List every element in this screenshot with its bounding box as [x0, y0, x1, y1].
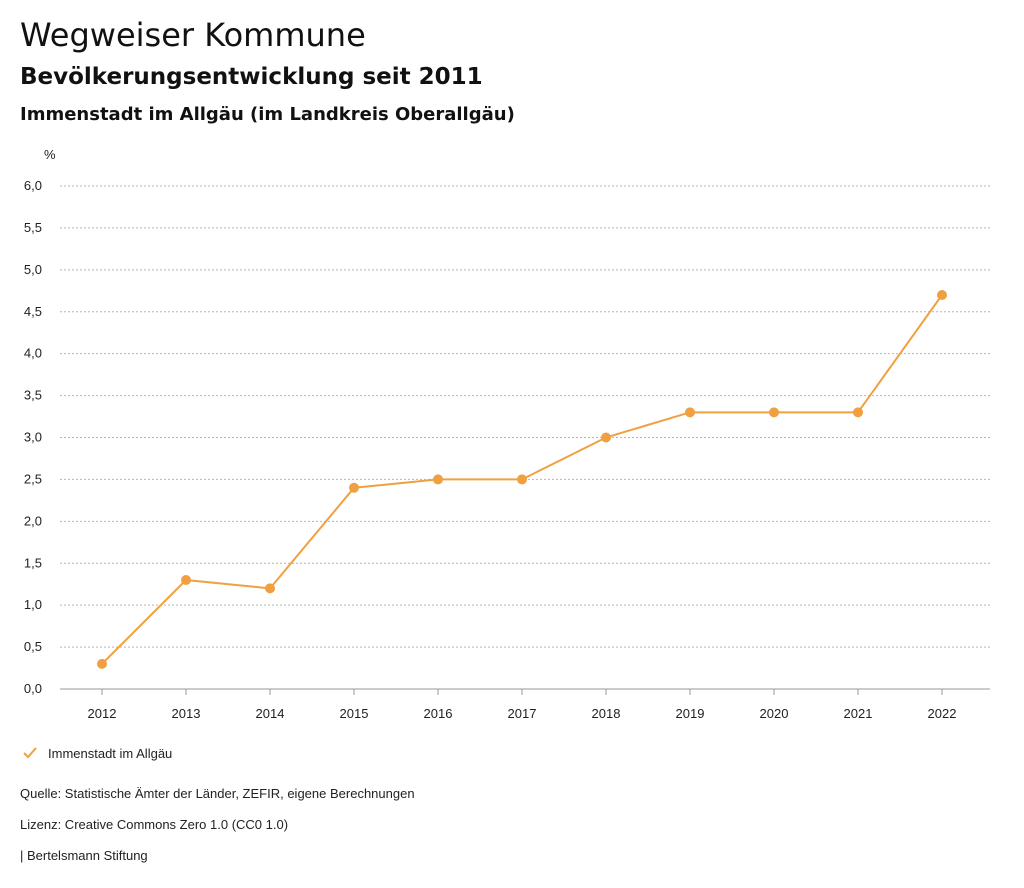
- data-point[interactable]: [769, 407, 779, 418]
- y-tick-label: 5,0: [24, 262, 42, 277]
- y-tick-label: 5,5: [24, 220, 42, 235]
- x-tick-label: 2019: [676, 706, 705, 721]
- axis-layer: % 0,0 0,5 1,0 1,5 2,0 2,5 3,0 3,5 4,0 4,5 5,0 5,5 6,0…: [24, 147, 990, 721]
- data-point[interactable]: [853, 407, 863, 418]
- data-point[interactable]: [181, 575, 191, 586]
- publisher-text: | Bertelsmann Stiftung: [20, 848, 148, 863]
- data-point[interactable]: [349, 482, 359, 493]
- y-tick-label: 1,0: [24, 597, 42, 612]
- legend[interactable]: Immenstadt im Allgäu: [22, 745, 172, 761]
- data-point[interactable]: [685, 407, 695, 418]
- license-text: Lizenz: Creative Commons Zero 1.0 (CC0 1…: [20, 817, 289, 832]
- source-text: Quelle: Statistische Ämter der Länder, Z…: [20, 786, 415, 801]
- data-point[interactable]: [937, 289, 947, 300]
- y-tick-label: 6,0: [24, 178, 42, 193]
- region-title: Immenstadt im Allgäu (im Landkreis Obera…: [20, 104, 515, 125]
- x-tick-label: 2014: [256, 706, 285, 721]
- x-tick-label: 2013: [172, 706, 201, 721]
- y-tick-label: 4,5: [24, 304, 42, 319]
- data-point[interactable]: [97, 658, 107, 669]
- line-chart: % 0,0 0,5 1,0 1,5 2,0 2,5 3,0 3,5 4,0 4,5 5,0 5,5 6,0…: [24, 147, 990, 721]
- x-tick-label: 2022: [928, 706, 957, 721]
- x-tick-label: 2018: [592, 706, 621, 721]
- page-title: Wegweiser Kommune: [20, 16, 366, 54]
- y-tick-label: 0,5: [24, 639, 42, 654]
- x-tick-label: 2015: [340, 706, 369, 721]
- x-tick-label: 2012: [88, 706, 117, 721]
- y-tick-label: 4,0: [24, 346, 42, 361]
- data-point[interactable]: [433, 474, 443, 485]
- y-tick-label: 2,5: [24, 471, 42, 486]
- y-tick-label: 3,0: [24, 430, 42, 445]
- y-tick-label: 1,5: [24, 555, 42, 570]
- y-tick-label: 0,0: [24, 681, 42, 696]
- grid-layer: [60, 185, 990, 690]
- chart-subtitle: Bevölkerungsentwicklung seit 2011: [20, 64, 483, 90]
- series-layer: [97, 289, 947, 669]
- x-tick-label: 2021: [844, 706, 873, 721]
- check-icon: [23, 747, 37, 759]
- data-point[interactable]: [517, 474, 527, 485]
- legend-label: Immenstadt im Allgäu: [48, 745, 173, 761]
- x-tick-label: 2016: [424, 706, 453, 721]
- y-axis-unit-label: %: [44, 147, 56, 162]
- data-point[interactable]: [265, 583, 275, 594]
- y-tick-label: 3,5: [24, 388, 42, 403]
- y-tick-label: 2,0: [24, 513, 42, 528]
- data-point[interactable]: [601, 432, 611, 443]
- x-tick-label: 2017: [508, 706, 537, 721]
- x-tick-label: 2020: [760, 706, 789, 721]
